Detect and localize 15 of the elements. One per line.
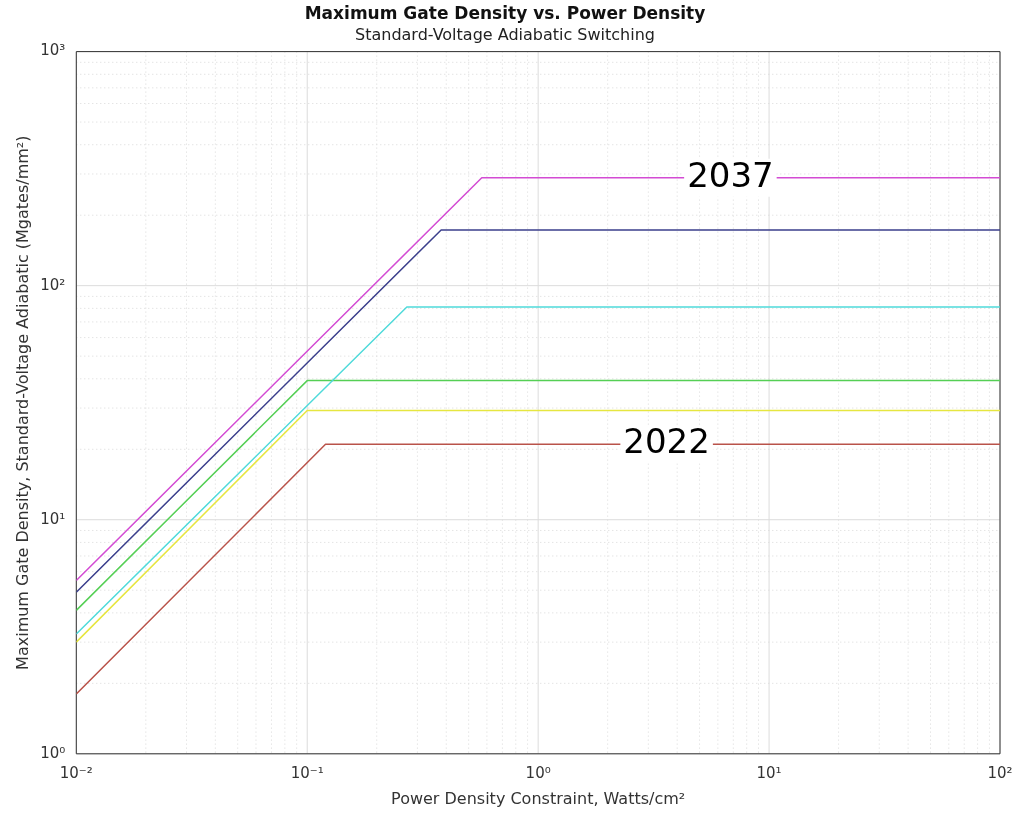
y-tick-label: 10⁰ [40, 743, 66, 762]
x-tick-label: 10¹ [756, 763, 782, 782]
x-tick-label: 10² [987, 763, 1013, 782]
x-tick-label: 10⁰ [525, 763, 551, 782]
annotation: 2037 [687, 154, 774, 195]
x-tick-label: 10⁻² [59, 763, 93, 782]
chart-subtitle: Standard-Voltage Adiabatic Switching [355, 25, 655, 45]
y-tick-label: 10¹ [40, 509, 66, 528]
y-axis-title: Maximum Gate Density, Standard-Voltage Adiabatic (Mgates/mm²) [12, 135, 32, 670]
y-tick-label: 10² [40, 275, 66, 294]
chart-title: Maximum Gate Density vs. Power Density [304, 2, 706, 23]
x-tick-label: 10⁻¹ [290, 763, 324, 782]
y-tick-label: 10³ [40, 41, 66, 60]
annotation: 2022 [623, 421, 710, 462]
x-axis-title: Power Density Constraint, Watts/cm² [391, 788, 686, 808]
